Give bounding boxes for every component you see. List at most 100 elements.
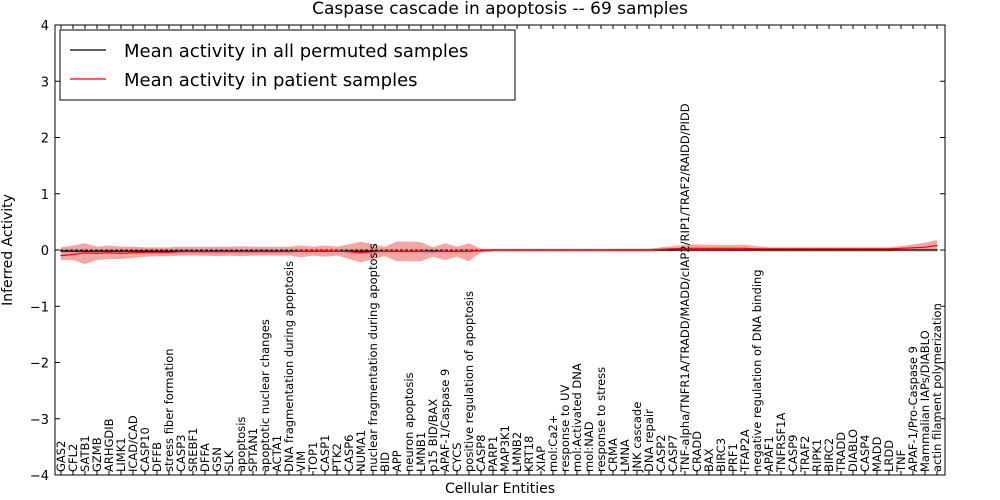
patient-point-42 — [564, 249, 566, 251]
patient-point-22 — [324, 249, 326, 252]
x-tick-label-5: LIMK1 — [114, 437, 128, 472]
x-tick-label-68: MADD — [870, 436, 884, 472]
patient-point-56 — [732, 247, 734, 249]
x-tick-label-35: CASP8 — [474, 435, 488, 472]
patient-point-21 — [312, 250, 314, 252]
permuted-point-5 — [120, 250, 122, 252]
x-tick-label-47: LMNA — [618, 439, 632, 472]
patient-point-32 — [444, 250, 446, 252]
patient-point-34 — [468, 250, 470, 252]
permuted-point-59 — [768, 249, 770, 251]
x-tick-label-11: SREBF1 — [186, 428, 200, 472]
permuted-point-71 — [912, 249, 914, 251]
patient-point-45 — [600, 249, 602, 251]
patient-point-3 — [96, 252, 98, 254]
x-tick-label-8: DFFB — [150, 442, 164, 472]
x-tick-label-66: DIABLO — [846, 429, 860, 472]
permuted-point-25 — [360, 250, 362, 252]
x-tick-label-19: DNA fragmentation during apoptosis — [282, 261, 296, 472]
permuted-point-63 — [816, 249, 818, 251]
plot-area — [55, 239, 945, 265]
patient-point-31 — [432, 251, 434, 253]
plot-frame — [54, 24, 946, 476]
x-tick-label-16: SPTAN1 — [246, 428, 260, 472]
x-tick-label-65: TRADD — [834, 432, 848, 473]
x-tick-label-53: CRADD — [690, 431, 704, 472]
patient-point-38 — [516, 249, 518, 251]
x-tick-label-6: ICAD/CAD — [126, 415, 140, 472]
permuted-point-70 — [900, 249, 902, 251]
patient-point-18 — [276, 251, 278, 253]
x-tick-label-49: DNA repair — [642, 409, 656, 472]
x-tick-label-23: PTK2 — [330, 443, 344, 472]
x-tick-label-60: TNFRSF1A — [774, 413, 788, 473]
x-axis-labels: GAS2CFL2SATB1GZMBARHGDIBLIMK1ICAD/CADCAS… — [54, 25, 944, 475]
permuted-point-3 — [96, 250, 98, 252]
x-tick-label-28: APP — [390, 450, 404, 472]
permuted-point-68 — [876, 249, 878, 251]
patient-point-44 — [588, 249, 590, 251]
patient-point-26 — [372, 251, 374, 253]
patient-point-67 — [864, 248, 866, 250]
x-tick-label-9: stress fiber formation — [162, 348, 176, 472]
x-tick-label-13: GSN — [210, 447, 224, 472]
patient-point-53 — [696, 247, 698, 249]
x-tick-label-70: TNF — [894, 450, 908, 473]
x-tick-label-3: GZMB — [90, 437, 104, 472]
x-tick-label-22: CASP1 — [318, 435, 332, 472]
x-tick-label-69: LRDD — [882, 440, 896, 472]
legend-label-permuted: Mean activity in all permuted samples — [124, 41, 468, 62]
x-tick-label-46: CRMA — [606, 438, 620, 472]
patient-point-65 — [840, 248, 842, 250]
x-tick-label-43: mol:Activated DNA — [570, 363, 584, 472]
x-tick-label-45: response to stress — [594, 367, 608, 472]
patient-point-52 — [684, 247, 686, 249]
x-tick-label-17: apoptotic nuclear changes — [258, 319, 272, 472]
x-tick-label-62: TRAF2 — [798, 436, 812, 473]
x-tick-label-48: JNK cascade — [630, 402, 644, 473]
patient-point-55 — [720, 247, 722, 249]
x-tick-label-41: mol:Ca2+ — [546, 415, 560, 472]
patient-point-2 — [84, 252, 86, 254]
permuted-point-55 — [720, 249, 722, 251]
x-tick-label-59: APAF1 — [762, 436, 776, 472]
permuted-point-2 — [84, 250, 86, 252]
x-tick-label-58: negative regulation of DNA binding — [750, 269, 764, 472]
permuted-point-7 — [144, 250, 146, 252]
x-tick-label-57: TFAP2A — [738, 429, 752, 473]
patient-point-43 — [576, 249, 578, 251]
patient-point-61 — [792, 248, 794, 250]
patient-point-71 — [912, 247, 914, 249]
x-tick-label-12: DFFA — [198, 443, 212, 472]
x-tick-label-30: LMNB1 — [414, 432, 428, 472]
chart-title: Caspase cascade in apoptosis -- 69 sampl… — [312, 0, 688, 19]
x-tick-label-39: KRT18 — [522, 436, 536, 472]
permuted-point-60 — [780, 249, 782, 251]
patient-point-47 — [624, 249, 626, 251]
patient-point-11 — [192, 251, 194, 253]
permuted-point-58 — [756, 249, 758, 251]
x-tick-label-31: p15 BID/BAX — [426, 399, 440, 472]
y-tick-label-8: 4 — [41, 19, 49, 34]
patient-point-70 — [900, 247, 902, 249]
y-tick-label-0: −4 — [30, 469, 49, 484]
patient-point-57 — [744, 247, 746, 249]
patient-point-69 — [888, 248, 890, 250]
permuted-point-69 — [888, 249, 890, 251]
patient-point-62 — [804, 248, 806, 250]
patient-point-66 — [852, 248, 854, 250]
y-tick-label-5: 1 — [41, 188, 49, 203]
permuted-point-53 — [696, 249, 698, 251]
patient-point-48 — [636, 249, 638, 251]
x-tick-label-63: RIPK1 — [810, 439, 824, 472]
y-tick-label-7: 3 — [41, 75, 49, 90]
patient-point-25 — [360, 252, 362, 254]
patient-point-51 — [672, 248, 674, 250]
y-tick-label-2: −2 — [30, 357, 49, 372]
y-tick-label-3: −1 — [30, 300, 49, 315]
x-tick-label-50: CASP2 — [654, 435, 668, 472]
patient-point-63 — [816, 248, 818, 250]
x-axis-title: Cellular Entities — [445, 481, 555, 497]
patient-point-72 — [924, 246, 926, 248]
